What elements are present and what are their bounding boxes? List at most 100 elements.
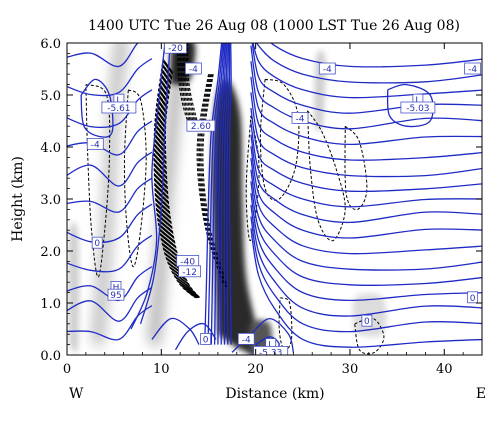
contour-label-box bbox=[91, 236, 103, 249]
contour-label-box bbox=[200, 332, 212, 345]
contour-label-text: -5.03 bbox=[406, 104, 429, 114]
y-tick-label: 6.0 bbox=[40, 37, 61, 52]
contour-label-text: 0 bbox=[203, 335, 209, 345]
solid-contour-30 bbox=[67, 43, 139, 68]
contour-label-text: -4 bbox=[296, 114, 305, 124]
solid-contour-14 bbox=[250, 61, 482, 146]
contour-label-box bbox=[467, 291, 479, 304]
solid-contour-40 bbox=[151, 317, 200, 345]
contour-label-12: 0 bbox=[91, 236, 103, 249]
contour-label-2: -4 bbox=[184, 62, 202, 75]
contour-label-text: 0 bbox=[364, 317, 370, 327]
contour-label-9: -4 bbox=[291, 112, 309, 124]
contour-label-box bbox=[86, 137, 104, 150]
solid-contour-33 bbox=[210, 43, 225, 345]
solid-contour-34 bbox=[213, 43, 226, 345]
x-axis-label: Distance (km) bbox=[225, 386, 324, 402]
contour-label-text: -4 bbox=[91, 140, 100, 150]
contour-label-text: -20 bbox=[168, 44, 183, 54]
dashed-contour-33 bbox=[259, 78, 300, 201]
contour-label-text: 0 bbox=[94, 239, 100, 249]
solid-contour-26 bbox=[67, 151, 153, 187]
dashed-contour-13 bbox=[162, 68, 200, 299]
solid-contour-38 bbox=[226, 43, 231, 345]
dashed-contour-12 bbox=[161, 67, 200, 299]
dashed-contour-10 bbox=[160, 66, 199, 299]
solid-contour-43 bbox=[80, 78, 114, 138]
contour-label-4: -4 bbox=[464, 62, 482, 75]
solid-contour-44 bbox=[386, 83, 434, 128]
contour-label-text: -40 bbox=[180, 257, 195, 267]
contour-label-box bbox=[237, 332, 255, 345]
solid-contour-24 bbox=[67, 203, 153, 243]
solid-contour-41 bbox=[130, 43, 166, 330]
solid-contour-5 bbox=[250, 181, 482, 286]
contour-label-box bbox=[184, 62, 202, 75]
contour-label-box bbox=[253, 345, 289, 355]
y-tick-label: 0.0 bbox=[40, 349, 61, 364]
solid-contour-28 bbox=[67, 89, 153, 129]
contour-label-text: -5.61 bbox=[107, 104, 130, 114]
solid-contour-7 bbox=[250, 157, 482, 255]
solid-contour-47 bbox=[174, 322, 217, 351]
y-tick-label: 1.0 bbox=[40, 297, 61, 312]
contour-label-box bbox=[464, 62, 482, 75]
dashed-contour-31 bbox=[85, 84, 111, 278]
contour-label-box bbox=[291, 112, 309, 124]
direction-west: W bbox=[69, 386, 84, 402]
solid-contour-23 bbox=[67, 234, 153, 273]
solid-contour-4 bbox=[250, 193, 482, 302]
x-tick-label: 0 bbox=[63, 362, 71, 377]
solid-contour-25 bbox=[67, 177, 153, 213]
contour-label-1: -20 bbox=[164, 43, 187, 54]
solid-contour-36 bbox=[220, 43, 228, 345]
contour-label-22: -5.33 bbox=[253, 345, 289, 358]
solid-contour-1 bbox=[250, 228, 482, 348]
contour-label-box bbox=[164, 43, 187, 54]
contour-label-10: 2.60 bbox=[186, 119, 216, 132]
contour-label-box bbox=[318, 62, 336, 75]
contour-label-11: -4 bbox=[86, 137, 104, 150]
solid-contour-31 bbox=[204, 43, 223, 345]
contour-label-3: -4 bbox=[318, 62, 336, 75]
contour-label-text: 95 bbox=[110, 291, 121, 301]
contour-label-text: -4 bbox=[323, 65, 332, 75]
solid-contour-27 bbox=[67, 120, 153, 156]
dashed-contour-6 bbox=[157, 62, 198, 299]
solid-contour-17 bbox=[252, 43, 482, 99]
y-tick-label: 4.0 bbox=[40, 141, 61, 156]
axis-ticks: 0 10 20 30 40 0.0 1.0 2.0 3.0 4.0 5.0 6.0 bbox=[40, 37, 483, 377]
contour-label-text: L bbox=[415, 96, 420, 106]
contour-label-text: L bbox=[268, 341, 273, 351]
solid-contour-6 bbox=[250, 169, 482, 271]
y-tick-label: 2.0 bbox=[40, 245, 61, 260]
contour-label-text: -5.33 bbox=[259, 348, 282, 358]
contour-label-20: -4 bbox=[237, 332, 255, 345]
y-tick-label: 5.0 bbox=[40, 89, 61, 104]
y-axis-label: Height (km) bbox=[10, 156, 26, 242]
contour-label-8: -5.03 bbox=[400, 101, 436, 114]
solid-contour-29 bbox=[67, 58, 153, 97]
contour-label-text: 0 bbox=[470, 294, 476, 304]
dashed-contour-36 bbox=[245, 115, 260, 242]
x-tick-label: 20 bbox=[247, 362, 264, 377]
contour-label-text: L bbox=[116, 96, 121, 106]
solid-contour-10 bbox=[250, 122, 482, 208]
solid-contour-2 bbox=[250, 216, 482, 333]
dashed-contour-1 bbox=[153, 58, 196, 299]
x-tick-label: 30 bbox=[342, 362, 359, 377]
contour-label-text: -4 bbox=[242, 335, 251, 345]
contour-label-box bbox=[178, 265, 202, 278]
y-tick-label: 3.0 bbox=[40, 193, 61, 208]
dashed-contour-35 bbox=[344, 125, 368, 211]
contour-label-text: -4 bbox=[468, 65, 477, 75]
contour-label-box bbox=[186, 119, 216, 132]
solid-contour-3 bbox=[250, 204, 482, 317]
solid-contour-35 bbox=[217, 43, 227, 345]
contour-label-box bbox=[101, 101, 137, 114]
dashed-contour-8 bbox=[158, 64, 198, 299]
contour-label-19: 0 bbox=[200, 332, 212, 345]
contour-label-6: -5.61 bbox=[101, 101, 137, 114]
shade-region-6 bbox=[68, 221, 80, 353]
